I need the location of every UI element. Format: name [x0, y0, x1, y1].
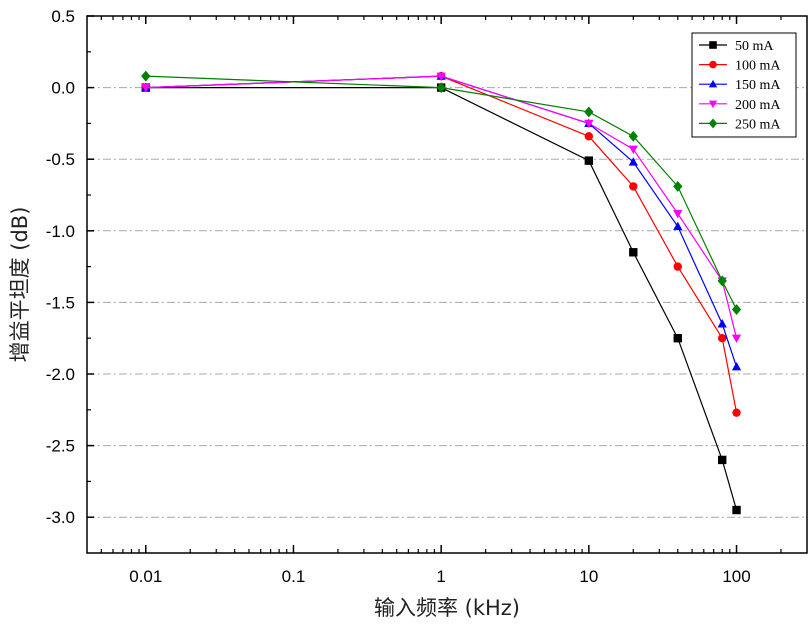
data-point — [584, 156, 594, 165]
axes-ticks: 0.5 0.0 -0.5 -1.0 -1.5 -2.0 -2.5 -3.0 0.01 0.1 1 10… — [46, 7, 782, 586]
data-point — [732, 505, 741, 515]
data-point — [717, 319, 727, 328]
data-point — [629, 182, 638, 191]
data-point — [436, 72, 446, 81]
data-point — [629, 248, 638, 257]
data-point — [628, 130, 638, 142]
data-point — [584, 132, 594, 141]
series-0 — [141, 83, 741, 515]
grid-lines — [87, 87, 807, 518]
series-line — [145, 87, 738, 511]
data-point — [673, 210, 683, 219]
y-tick-label: -2.5 — [46, 437, 75, 456]
legend-marker — [708, 79, 718, 88]
data-point — [731, 334, 742, 344]
data-point — [673, 221, 683, 231]
series-line — [145, 75, 738, 368]
x-tick-label: 1 — [436, 567, 445, 586]
series-line — [145, 75, 738, 310]
data-point — [673, 180, 683, 192]
y-tick-label: 0.5 — [51, 7, 75, 26]
x-tick-label: 0.1 — [282, 567, 306, 586]
y-tick-label: -2.0 — [46, 365, 75, 384]
legend-marker — [709, 60, 717, 69]
y-tick-label: 0.0 — [51, 79, 75, 98]
series-4 — [141, 70, 742, 316]
x-tick-label: 0.01 — [129, 567, 162, 586]
x-axis-title: 输入频率 (kHz) — [374, 596, 520, 620]
legend-label: 100 mA — [735, 59, 781, 74]
legend-label: 200 mA — [735, 98, 781, 113]
x-tick-label: 100 — [722, 567, 750, 586]
series-line — [145, 75, 738, 339]
data-point — [731, 362, 742, 371]
legend-label: 150 mA — [735, 78, 781, 93]
series-2 — [141, 71, 742, 371]
y-tick-label: -0.5 — [46, 150, 75, 169]
series-1 — [141, 71, 741, 417]
data-point — [584, 119, 594, 129]
y-tick-label: -3.0 — [46, 508, 75, 527]
data-point — [628, 145, 638, 155]
data-point — [732, 408, 741, 417]
legend-label: 50 mA — [735, 39, 774, 54]
data-point — [584, 106, 594, 118]
data-point — [141, 84, 151, 93]
data-point — [718, 334, 727, 343]
legend-label: 250 mA — [735, 117, 781, 132]
plot-frame — [86, 15, 808, 554]
data-point — [731, 304, 742, 316]
y-tick-label: -1.5 — [46, 293, 75, 312]
x-tick-label: 10 — [579, 567, 598, 586]
legend: 50 mA 100 mA 150 mA 200 mA 250 mA — [691, 32, 797, 138]
data-point — [717, 275, 727, 287]
series-line — [145, 75, 738, 413]
legend-marker — [708, 100, 718, 109]
data-point — [718, 455, 727, 465]
y-tick-label: -1.0 — [46, 222, 75, 241]
legend-marker — [708, 118, 718, 129]
legend-box — [691, 32, 797, 138]
y-axis-title: 增益平坦度 (dB) — [8, 207, 32, 363]
legend-marker — [709, 41, 717, 49]
data-point — [141, 70, 151, 82]
data-point — [436, 82, 446, 94]
data-point — [673, 334, 682, 343]
data-point — [673, 262, 682, 271]
data-point — [628, 157, 638, 166]
series-group — [141, 70, 742, 515]
